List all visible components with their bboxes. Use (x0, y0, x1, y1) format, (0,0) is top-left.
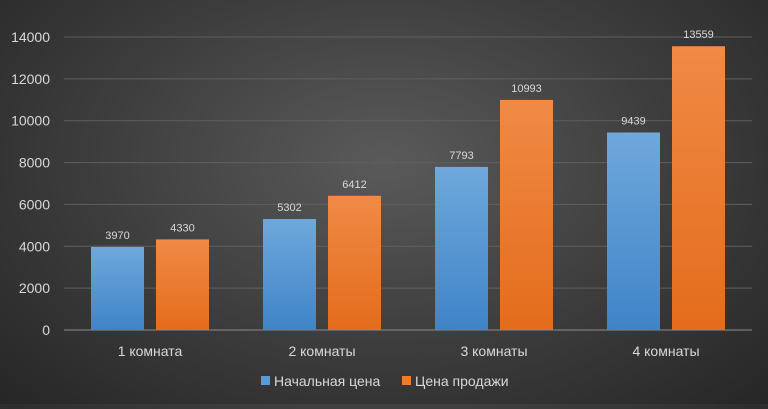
bar-sale-price (328, 195, 381, 330)
y-axis-ticks: 0 2000 4000 6000 8000 10000 12000 14000 (11, 29, 50, 338)
bar-sale-price (500, 99, 553, 330)
legend-label: Цена продажи (415, 373, 509, 389)
data-label: 6412 (342, 179, 366, 191)
y-tick-label: 6000 (19, 196, 50, 212)
data-label: 7793 (449, 150, 473, 162)
y-tick-label: 0 (42, 322, 50, 338)
legend: Начальная цена Цена продажи (261, 373, 509, 389)
y-tick-label: 12000 (11, 71, 50, 87)
bar-start-price (607, 132, 660, 330)
y-tick-label: 10000 (11, 113, 50, 129)
y-tick-label: 8000 (19, 155, 50, 171)
y-tick-label: 4000 (19, 238, 50, 254)
data-label: 4330 (170, 222, 194, 234)
bar-start-price (91, 246, 144, 330)
x-tick-label: 1 комната (118, 343, 183, 359)
bar-start-price (435, 166, 488, 330)
bar-start-price (263, 219, 316, 330)
y-tick-label: 14000 (11, 29, 50, 45)
bars (91, 46, 725, 331)
data-label: 5302 (277, 202, 301, 214)
bar-sale-price (672, 46, 725, 331)
bar-sale-price (156, 239, 209, 330)
x-tick-label: 4 комнаты (632, 343, 699, 359)
data-label: 13559 (683, 29, 714, 41)
legend-swatch (261, 376, 270, 385)
data-label: 3970 (105, 230, 129, 242)
data-label: 9439 (621, 115, 645, 127)
x-axis-ticks: 1 комната 2 комнаты 3 комнаты 4 комнаты (118, 343, 700, 359)
legend-swatch (402, 376, 411, 385)
data-labels: 3970 4330 5302 6412 7793 10993 9439 13559 (105, 29, 714, 242)
data-label: 10993 (511, 83, 542, 95)
x-tick-label: 2 комнаты (288, 343, 355, 359)
legend-label: Начальная цена (274, 373, 380, 389)
y-tick-label: 2000 (19, 280, 50, 296)
x-tick-label: 3 комнаты (460, 343, 527, 359)
